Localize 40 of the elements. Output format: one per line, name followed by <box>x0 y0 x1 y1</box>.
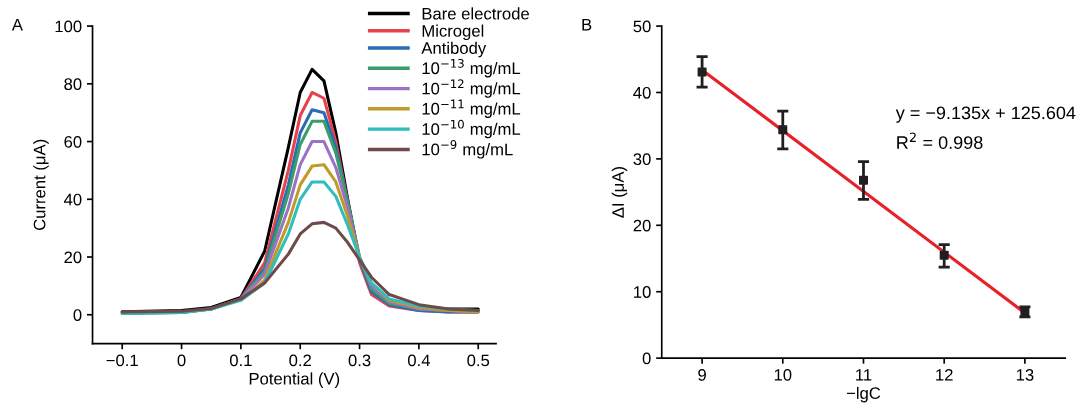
y-tick-label: 60 <box>64 135 82 148</box>
legend-label: 10$^{−12}$ mg/mL <box>422 79 521 98</box>
x-tick-label: 13 <box>1016 368 1034 381</box>
legend-label: 10$^{−11}$ mg/mL <box>422 99 521 118</box>
y-tick-label: 80 <box>64 78 82 91</box>
chart-title: B <box>582 18 592 31</box>
y-tick-label: 10 <box>634 286 651 298</box>
annotation: y = −9.135x + 125.604 <box>895 106 1076 123</box>
y-axis-title: Current (μA) <box>33 139 49 231</box>
legend-label: Antibody <box>421 41 487 58</box>
x-tick-label: −0.1 <box>106 354 138 367</box>
y-tick-label: 50 <box>633 20 651 33</box>
x-tick-label: 0.3 <box>348 354 371 367</box>
y-tick-label: 20 <box>64 251 82 264</box>
legend-label: 10$^{−9}$ mg/mL <box>422 140 513 159</box>
x-tick-label: 12 <box>936 368 953 381</box>
x-tick-label: 0.4 <box>407 354 430 367</box>
y-tick-label: 100 <box>55 20 82 33</box>
x-tick-label: 0.1 <box>229 354 252 367</box>
y-tick-label: 0 <box>73 309 82 321</box>
chart-title: A <box>11 18 23 31</box>
annotation: R$^{2}$ = 0.998 <box>897 132 983 149</box>
x-tick-label: 0.5 <box>467 354 490 367</box>
x-tick-label: 0.2 <box>289 354 311 367</box>
legend-label: Bare electrode <box>422 7 529 20</box>
y-tick-label: 40 <box>63 193 82 206</box>
line-series <box>120 220 480 314</box>
x-axis-title: Potential (V) <box>249 372 340 388</box>
y-axis-title: ΔI (μA) <box>611 167 628 218</box>
y-tick-label: 20 <box>633 219 651 232</box>
x-tick-label: 10 <box>774 368 792 381</box>
x-axis-title: −lgC <box>846 386 881 403</box>
x-tick-label: 0 <box>177 354 186 367</box>
x-tick-label: 11 <box>856 369 872 381</box>
y-tick-label: 40 <box>633 86 651 99</box>
legend-label: 10$^{−10}$ mg/mL <box>422 119 521 139</box>
legend-label: Microgel <box>422 24 484 41</box>
y-tick-label: 30 <box>633 153 651 166</box>
legend-label: 10$^{−13}$ mg/mL <box>422 58 521 78</box>
x-tick-label: 9 <box>698 368 706 381</box>
